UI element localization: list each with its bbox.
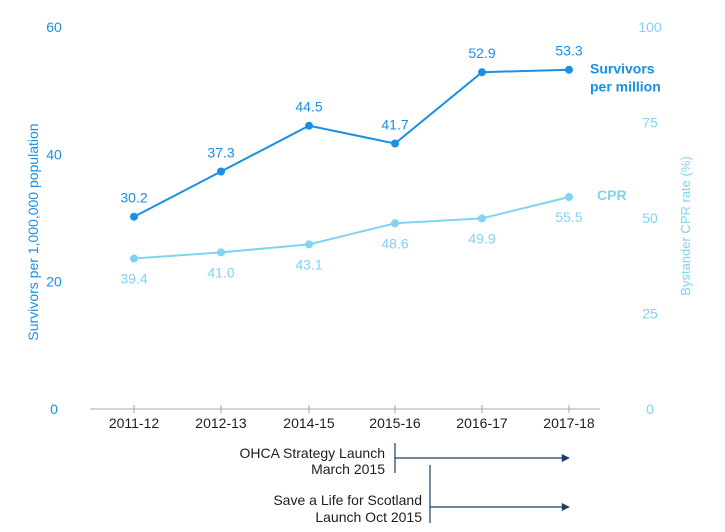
cpr-data-point xyxy=(217,248,225,257)
survivors-data-label: 30.2 xyxy=(120,190,147,206)
y-left-axis-title: Survivors per 1,000,000 population xyxy=(25,123,41,340)
annotation-label: OHCA Strategy Launch xyxy=(239,445,385,461)
x-tick-label: 2014-15 xyxy=(283,415,335,431)
cpr-data-label: 41.0 xyxy=(207,264,234,280)
y-right-tick-label: 75 xyxy=(642,115,658,131)
survivors-data-point xyxy=(305,121,313,130)
y-right-tick-label: 0 xyxy=(646,401,654,417)
y-left-tick-label: 40 xyxy=(46,146,62,162)
survivors-data-label: 44.5 xyxy=(295,99,322,115)
cpr-legend-label: CPR xyxy=(597,187,627,203)
cpr-series-line xyxy=(133,196,570,260)
cpr-data-label: 55.5 xyxy=(555,209,582,225)
y-right-tick-label: 25 xyxy=(642,306,658,322)
survivors-legend-label: per million xyxy=(590,79,661,95)
cpr-data-point xyxy=(305,240,313,249)
y-left-tick-label: 60 xyxy=(46,19,62,35)
cpr-data-point xyxy=(130,254,138,263)
y-left-tick-label: 0 xyxy=(50,401,58,417)
survivors-data-label: 37.3 xyxy=(207,145,234,161)
x-tick-label: 2012-13 xyxy=(195,415,247,431)
x-tick-label: 2015-16 xyxy=(369,415,421,431)
survivors-data-label: 52.9 xyxy=(468,45,495,61)
annotation-label: Launch Oct 2015 xyxy=(315,509,422,525)
survivors-data-label: 53.3 xyxy=(555,43,582,59)
survivors-series-line xyxy=(133,68,570,218)
y-right-tick-label: 100 xyxy=(638,19,662,35)
survivors-legend-label: Survivors xyxy=(590,61,655,77)
x-tick-label: 2017-18 xyxy=(543,415,595,431)
survivors-data-point xyxy=(565,65,573,74)
annotation-label: Save a Life for Scotland xyxy=(273,492,422,508)
cpr-data-point xyxy=(391,219,399,228)
survivors-data-point xyxy=(391,139,399,148)
survivors-data-point xyxy=(217,167,225,176)
cpr-data-point xyxy=(478,214,486,223)
y-left-tick-label: 20 xyxy=(46,274,62,290)
cpr-data-point xyxy=(565,193,573,201)
cpr-data-label: 49.9 xyxy=(468,230,495,246)
y-right-axis-title: Bystander CPR rate (%) xyxy=(678,156,693,295)
y-right-tick-label: 50 xyxy=(642,210,658,226)
annotation-label: March 2015 xyxy=(311,461,385,477)
x-tick-label: 2016-17 xyxy=(456,415,508,431)
cpr-data-label: 48.6 xyxy=(381,235,408,251)
survivors-data-point xyxy=(130,212,138,221)
x-tick-label: 2011-12 xyxy=(109,415,160,431)
survivors-data-label: 41.7 xyxy=(381,117,408,133)
survivors-data-point xyxy=(478,68,486,77)
cpr-data-label: 43.1 xyxy=(295,256,322,272)
cpr-data-label: 39.4 xyxy=(120,271,147,287)
